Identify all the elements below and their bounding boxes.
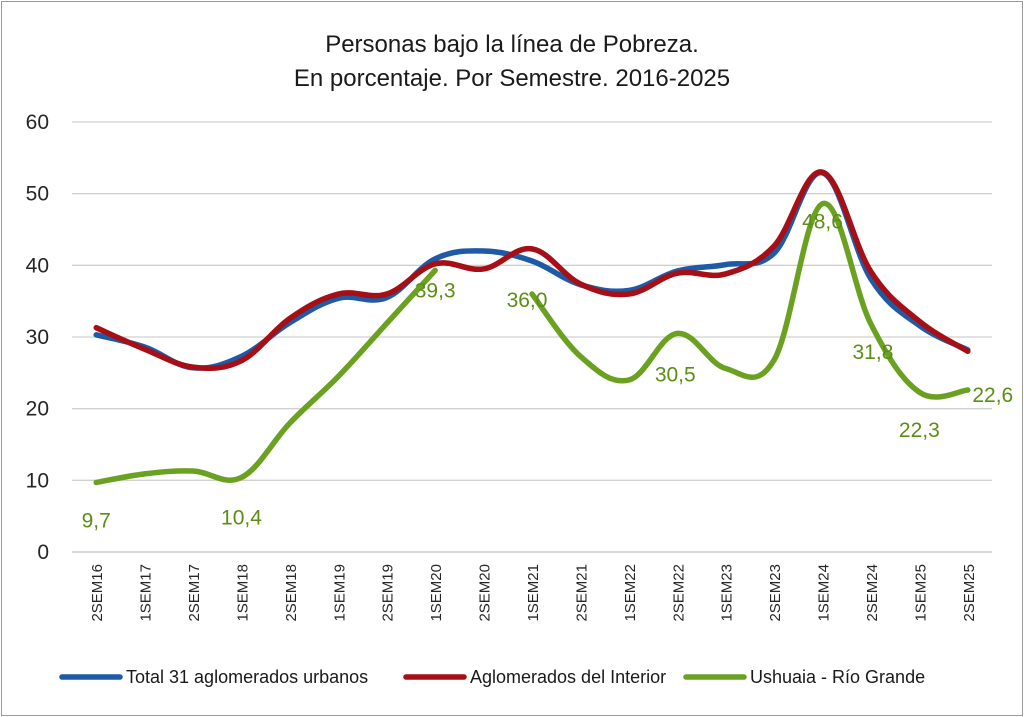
legend-label-1: Aglomerados del Interior: [470, 667, 666, 687]
y-tick-label: 40: [26, 254, 49, 277]
x-tick-label: 2SEM25: [961, 564, 978, 622]
x-tick-label: 1SEM17: [138, 564, 155, 622]
x-tick-label: 1SEM24: [816, 564, 833, 622]
x-tick-label: 1SEM22: [622, 564, 639, 622]
legend: Total 31 aglomerados urbanos Aglomerados …: [59, 667, 925, 687]
y-tick-label: 0: [37, 541, 49, 564]
x-tick-label: 2SEM16: [89, 564, 106, 622]
legend-label-0: Total 31 aglomerados urbanos: [126, 667, 368, 687]
x-tick-label: 2SEM23: [767, 564, 784, 622]
legend-label-2: Ushuaia - Río Grande: [750, 667, 925, 687]
x-axis: 2SEM16 1SEM17 2SEM17 1SEM18 2SEM18 1SEM19 2SEM…: [89, 564, 978, 622]
data-label: 22,3: [899, 419, 940, 442]
y-axis: 0 10 20 30 40 50 60: [26, 111, 49, 564]
x-tick-label: 1SEM18: [234, 564, 251, 622]
series-line-1-segment-0: [93, 169, 971, 372]
chart-title-line-1: Personas bajo la línea de Pobreza.: [325, 31, 699, 58]
data-label: 39,3: [415, 279, 456, 302]
x-tick-label: 2SEM19: [380, 564, 397, 622]
x-tick-label: 1SEM20: [428, 564, 445, 622]
series-line-2-segment-1: [529, 200, 971, 400]
data-label: 22,6: [972, 384, 1013, 407]
data-label: 31,8: [853, 341, 894, 364]
x-tick-label: 2SEM21: [573, 564, 590, 622]
x-tick-label: 1SEM21: [525, 564, 542, 622]
data-label: 9,7: [82, 509, 111, 532]
y-tick-label: 60: [26, 111, 49, 134]
data-label: 48,6: [802, 211, 843, 234]
y-tick-label: 20: [26, 398, 49, 421]
x-tick-label: 2SEM20: [477, 564, 494, 622]
x-tick-label: 2SEM22: [670, 564, 687, 622]
data-label: 10,4: [221, 506, 262, 529]
x-tick-label: 1SEM19: [331, 564, 348, 622]
data-label: 36,0: [507, 289, 548, 312]
x-tick-label: 2SEM24: [864, 564, 881, 622]
x-tick-label: 2SEM17: [186, 564, 203, 622]
chart-title-line-2: En porcentaje. Por Semestre. 2016-2025: [294, 65, 730, 92]
series-line-0-segment-0: [93, 170, 971, 371]
series-lines: [93, 169, 971, 486]
data-labels: 9,7 10,4 39,3 36,0 30,5 48,6 31,8 22,3 22,6: [82, 211, 1014, 533]
x-tick-label: 1SEM25: [912, 564, 929, 622]
series-line-2-segment-0: [93, 267, 438, 486]
gridlines: [72, 121, 992, 553]
y-tick-label: 10: [26, 469, 49, 492]
x-tick-label: 2SEM18: [283, 564, 300, 622]
y-tick-label: 30: [26, 326, 49, 349]
y-tick-label: 50: [26, 183, 49, 206]
x-tick-label: 1SEM23: [719, 564, 736, 622]
data-label: 30,5: [655, 363, 696, 386]
